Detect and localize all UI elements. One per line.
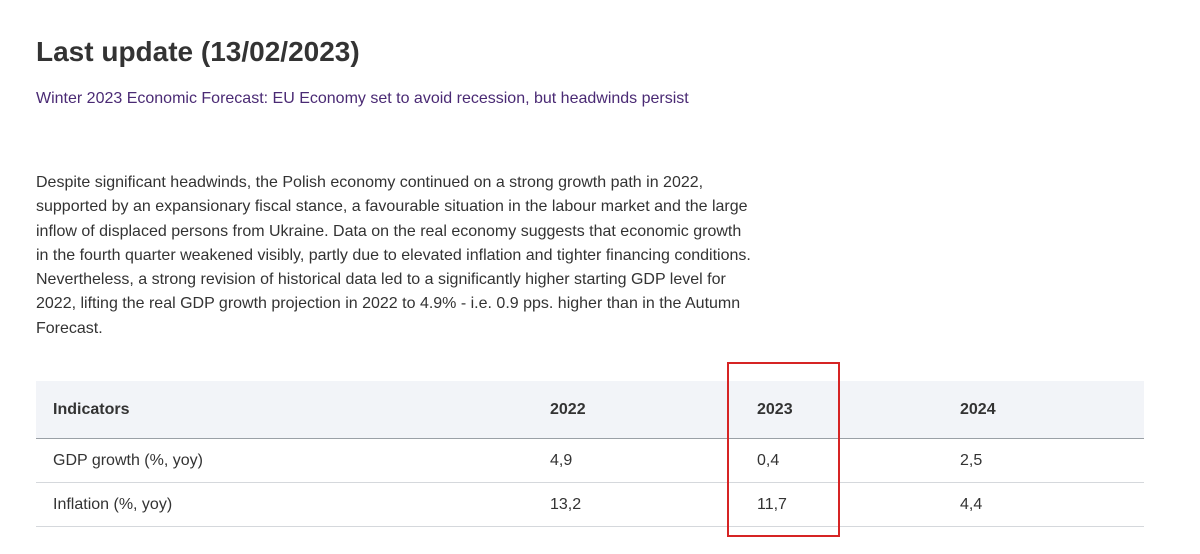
header-2022: 2022 (550, 381, 757, 439)
header-indicators: Indicators (36, 381, 550, 439)
intro-paragraph: Despite significant headwinds, the Polis… (36, 174, 751, 337)
forecast-article-link[interactable]: Winter 2023 Economic Forecast: EU Econom… (36, 90, 689, 107)
table-header-row: Indicators 2022 2023 2024 (36, 381, 1144, 439)
page-title: Last update (13/02/2023) (36, 36, 360, 67)
row-label-gdp-growth: GDP growth (%, yoy) (36, 438, 550, 483)
inflation-2023: 11,7 (757, 482, 960, 527)
gdp-growth-2024: 2,5 (960, 438, 1144, 483)
header-2024: 2024 (960, 381, 1144, 439)
inflation-2022: 13,2 (550, 482, 757, 527)
table-row: Inflation (%, yoy) 13,2 11,7 4,4 (36, 482, 1144, 527)
inflation-2024: 4,4 (960, 482, 1144, 527)
gdp-growth-2023: 0,4 (757, 438, 960, 483)
header-2023: 2023 (757, 381, 960, 439)
gdp-growth-2022: 4,9 (550, 438, 757, 483)
indicators-table: Indicators 2022 2023 2024 GDP growth (%,… (36, 381, 1144, 527)
table-row: GDP growth (%, yoy) 4,9 0,4 2,5 (36, 438, 1144, 483)
row-label-inflation: Inflation (%, yoy) (36, 482, 550, 527)
